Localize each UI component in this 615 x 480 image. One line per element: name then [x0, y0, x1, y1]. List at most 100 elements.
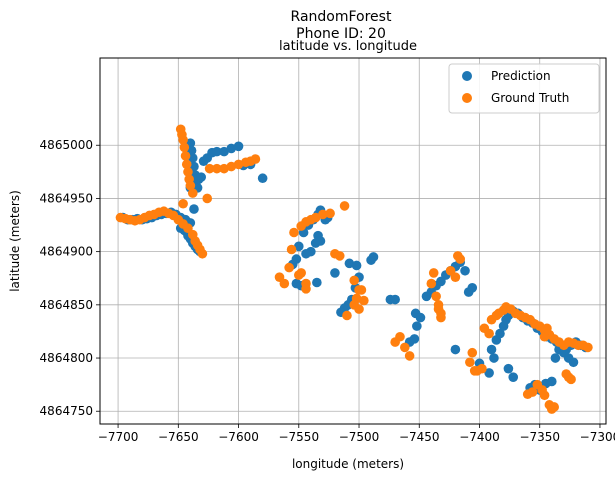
x-tick-label: −7450 — [399, 430, 440, 444]
legend-label-prediction: Prediction — [491, 69, 551, 83]
y-tick-label: 4864900 — [40, 245, 93, 259]
ground-truth-point — [539, 331, 550, 342]
ground-truth-point — [204, 163, 215, 174]
ground-truth-point — [359, 295, 369, 306]
prediction-point — [312, 277, 322, 288]
ground-truth-point — [455, 254, 466, 264]
y-tick-label: 4864950 — [40, 191, 93, 205]
prediction-point — [508, 372, 519, 382]
ground-truth-point — [284, 262, 294, 273]
prediction-point — [486, 344, 497, 355]
prediction-point — [484, 368, 494, 378]
prediction-point — [460, 265, 470, 276]
x-axis-label: longitude (meters) — [292, 457, 404, 471]
y-tick-label: 4864800 — [40, 351, 93, 365]
ground-truth-point — [181, 159, 192, 170]
prediction-point — [219, 146, 229, 157]
prediction-point — [212, 146, 222, 157]
ground-truth-point — [197, 248, 208, 259]
x-tick-label: −7500 — [339, 430, 380, 444]
x-tick-label: −7700 — [98, 430, 139, 444]
prediction-point — [390, 294, 400, 305]
ground-truth-point — [467, 347, 478, 358]
ground-truth-point — [318, 209, 328, 220]
prediction-point — [301, 248, 311, 259]
x-tick-label: −7650 — [158, 430, 199, 444]
ground-truth-point — [400, 342, 410, 353]
prediction-point — [495, 328, 505, 339]
ground-truth-point — [293, 270, 304, 280]
ground-truth-point — [539, 390, 550, 401]
ground-truth-point — [233, 159, 244, 170]
prediction-point — [568, 357, 579, 368]
ground-truth-point — [356, 285, 367, 295]
prediction-point — [467, 283, 478, 293]
x-tick-label: −7550 — [278, 430, 319, 444]
ground-truth-point — [187, 188, 198, 198]
ground-truth-point — [450, 272, 461, 282]
ground-truth-point — [185, 180, 196, 191]
prediction-point — [550, 353, 561, 363]
ground-truth-point — [566, 374, 576, 385]
ground-truth-point — [279, 278, 290, 289]
prediction-point — [315, 236, 326, 246]
ground-truth-point — [178, 198, 188, 209]
ground-truth-point — [428, 268, 439, 278]
ground-truth-point — [202, 193, 213, 204]
ground-truth-point — [583, 342, 593, 353]
prediction-point — [330, 268, 340, 278]
prediction-point — [351, 260, 362, 271]
ground-truth-point — [180, 151, 191, 161]
ground-truth-point — [339, 201, 350, 211]
ground-truth-point — [219, 163, 229, 174]
chart-title: latitude vs. longitude — [279, 39, 417, 54]
x-tick-label: −7600 — [218, 430, 259, 444]
ground-truth-point — [179, 142, 190, 153]
y-axis-label: latitude (meters) — [8, 190, 22, 292]
series-ground-truth — [115, 124, 593, 414]
x-tick-label: −7350 — [519, 430, 560, 444]
ground-truth-point — [342, 310, 352, 321]
prediction-point — [291, 254, 302, 264]
y-tick-label: 4865000 — [40, 138, 93, 152]
ground-truth-point — [310, 212, 321, 223]
prediction-point — [196, 172, 206, 182]
ground-truth-point — [354, 304, 364, 314]
prediction-point — [344, 258, 355, 269]
prediction-point — [189, 204, 199, 214]
x-axis-ticks: −7700 −7650 −7600 −7550 −7500 −7450 −7400 −7350… — [98, 424, 615, 444]
ground-truth-point — [395, 331, 405, 342]
ground-truth-point — [286, 244, 297, 255]
prediction-point — [257, 173, 268, 184]
grid-lines — [100, 58, 606, 424]
prediction-point — [450, 344, 461, 355]
x-tick-label: −7400 — [459, 430, 500, 444]
suptitle-line-1: RandomForest — [291, 9, 392, 25]
ground-truth-point — [469, 366, 480, 376]
ground-truth-point — [436, 308, 446, 319]
ground-truth-point — [349, 275, 360, 286]
legend-label-ground-truth: Ground Truth — [491, 91, 569, 105]
ground-truth-point — [426, 278, 437, 289]
ground-truth-point — [549, 402, 559, 412]
prediction-point — [368, 252, 379, 262]
ground-truth-point — [404, 351, 415, 361]
y-axis-ticks: 4864750 4864800 4864850 4864900 4864950 48650… — [40, 138, 100, 418]
prediction-point — [546, 376, 557, 387]
legend: Prediction Ground Truth — [448, 63, 600, 114]
prediction-point — [503, 363, 514, 374]
prediction-point — [226, 143, 237, 154]
ground-truth-point — [325, 208, 335, 219]
legend-box — [448, 63, 600, 114]
prediction-point — [293, 241, 304, 252]
ground-truth-point — [301, 284, 311, 294]
legend-marker-prediction — [462, 71, 472, 81]
data-points — [115, 124, 593, 414]
ground-truth-point — [542, 323, 552, 334]
plot-frame — [99, 57, 607, 425]
prediction-point — [233, 141, 244, 152]
ground-truth-point — [226, 161, 237, 172]
prediction-point — [415, 312, 426, 323]
prediction-point — [489, 353, 499, 363]
